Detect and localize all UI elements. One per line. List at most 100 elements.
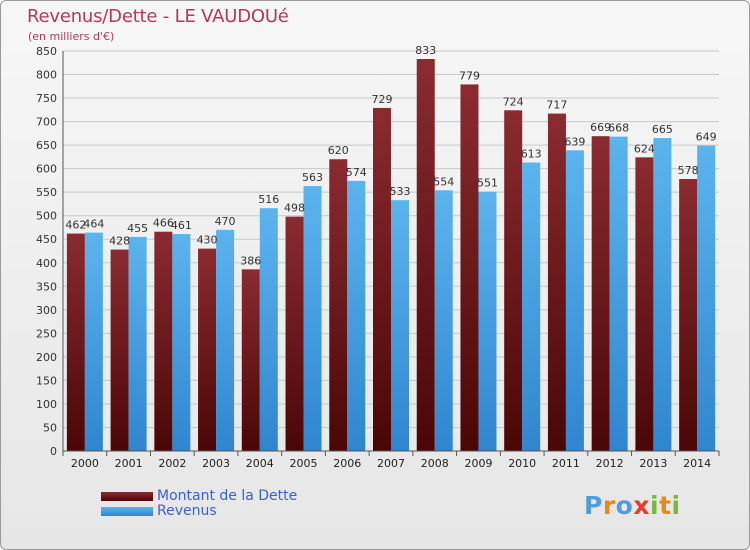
- bar-dette: [154, 231, 173, 451]
- bar-revenus: [434, 190, 453, 451]
- data-label-dette: 724: [503, 95, 524, 108]
- bar-revenus: [478, 191, 497, 452]
- y-tick-label: 850: [36, 45, 57, 58]
- data-label-revenus: 533: [390, 185, 411, 198]
- bar-revenus: [128, 236, 147, 451]
- x-tick-label: 2007: [377, 457, 405, 470]
- data-label-revenus: 668: [608, 122, 629, 135]
- y-tick-label: 500: [36, 210, 57, 223]
- y-tick-label: 300: [36, 304, 57, 317]
- y-tick-label: 200: [36, 351, 57, 364]
- bar-revenus: [84, 232, 103, 451]
- x-tick-label: 2012: [596, 457, 624, 470]
- data-label-revenus: 551: [477, 177, 498, 190]
- x-tick-label: 2014: [683, 457, 711, 470]
- legend-item-dette: Montant de la Dette: [101, 488, 297, 504]
- y-tick-label: 700: [36, 116, 57, 129]
- data-label-revenus: 464: [83, 218, 104, 231]
- bar-dette: [504, 110, 523, 451]
- proxiti-logo: Proxiti: [584, 491, 681, 520]
- data-label-dette: 462: [65, 219, 86, 232]
- data-label-revenus: 665: [652, 123, 673, 136]
- bar-dette: [460, 84, 479, 451]
- bar-revenus: [609, 136, 628, 451]
- y-tick-label: 750: [36, 92, 57, 105]
- x-tick-label: 2003: [202, 457, 230, 470]
- y-tick-label: 400: [36, 257, 57, 270]
- y-tick-label: 600: [36, 163, 57, 176]
- data-label-dette: 729: [372, 93, 393, 106]
- bar-revenus: [216, 229, 235, 451]
- bar-revenus: [565, 150, 584, 451]
- data-label-dette: 624: [634, 142, 655, 155]
- x-tick-label: 2004: [246, 457, 274, 470]
- y-tick-label: 150: [36, 374, 57, 387]
- bar-dette: [416, 59, 435, 451]
- data-label-revenus: 455: [127, 222, 148, 235]
- y-tick-label: 0: [50, 445, 57, 458]
- x-tick-label: 2011: [552, 457, 580, 470]
- data-label-revenus: 470: [215, 215, 236, 228]
- data-label-dette: 578: [678, 164, 699, 177]
- bar-revenus: [259, 208, 278, 451]
- bar-dette: [373, 107, 391, 452]
- data-label-revenus: 574: [346, 166, 367, 179]
- y-tick-label: 350: [36, 280, 57, 293]
- bar-dette: [591, 136, 610, 452]
- x-tick-label: 2006: [333, 457, 361, 470]
- bar-dette: [66, 233, 85, 451]
- bar-dette: [110, 249, 129, 451]
- data-label-dette: 498: [284, 202, 305, 215]
- x-tick-label: 2010: [508, 457, 536, 470]
- bar-revenus: [522, 162, 541, 451]
- bar-revenus: [303, 186, 322, 451]
- bar-revenus: [653, 138, 672, 451]
- bars: [66, 59, 716, 452]
- legend-label-revenus: Revenus: [157, 503, 217, 519]
- data-label-dette: 717: [546, 99, 567, 112]
- bar-revenus: [172, 234, 191, 451]
- data-label-revenus: 649: [696, 131, 717, 144]
- bar-dette: [679, 179, 698, 451]
- data-label-revenus: 639: [564, 135, 585, 148]
- y-tick-label: 100: [36, 398, 57, 411]
- axes: 0 50 100 150 200 250 300 350 400 450 500 550 600 650 7…: [36, 45, 720, 470]
- data-label-revenus: 461: [171, 219, 192, 232]
- bar-dette: [635, 157, 654, 451]
- y-tick-label: 550: [36, 186, 57, 199]
- data-label-dette: 669: [590, 121, 611, 134]
- bar-revenus: [391, 200, 409, 451]
- x-tick-label: 2005: [290, 457, 318, 470]
- data-label-dette: 428: [109, 235, 130, 248]
- bar-dette: [241, 269, 260, 451]
- x-tick-label: 2009: [464, 457, 492, 470]
- chart-title: Revenus/Dette - LE VAUDOUé: [27, 6, 289, 27]
- x-tick-label: 2001: [115, 457, 143, 470]
- y-tick-label: 450: [36, 233, 57, 246]
- data-label-dette: 430: [197, 234, 218, 247]
- y-tick-label: 50: [43, 421, 57, 434]
- x-tick-label: 2008: [421, 457, 449, 470]
- y-tick-label: 800: [36, 69, 57, 82]
- chart-subtitle: (en milliers d'€): [28, 30, 115, 43]
- x-tick-label: 2013: [639, 457, 667, 470]
- data-label-dette: 620: [328, 144, 349, 157]
- bar-revenus: [697, 145, 716, 451]
- legend-swatch-revenus: [101, 506, 153, 516]
- y-tick-label: 650: [36, 139, 57, 152]
- legend-swatch-dette: [101, 491, 153, 501]
- legend-item-revenus: Revenus: [101, 503, 217, 519]
- legend-label-dette: Montant de la Dette: [157, 488, 298, 504]
- data-label-revenus: 563: [302, 171, 323, 184]
- bar-dette: [285, 216, 304, 451]
- data-label-revenus: 516: [258, 193, 279, 206]
- bar-dette: [198, 248, 217, 451]
- data-label-dette: 779: [459, 69, 480, 82]
- data-label-revenus: 554: [433, 175, 454, 188]
- x-tick-label: 2000: [71, 457, 99, 470]
- data-label-dette: 833: [415, 44, 436, 57]
- data-label-dette: 466: [153, 217, 174, 230]
